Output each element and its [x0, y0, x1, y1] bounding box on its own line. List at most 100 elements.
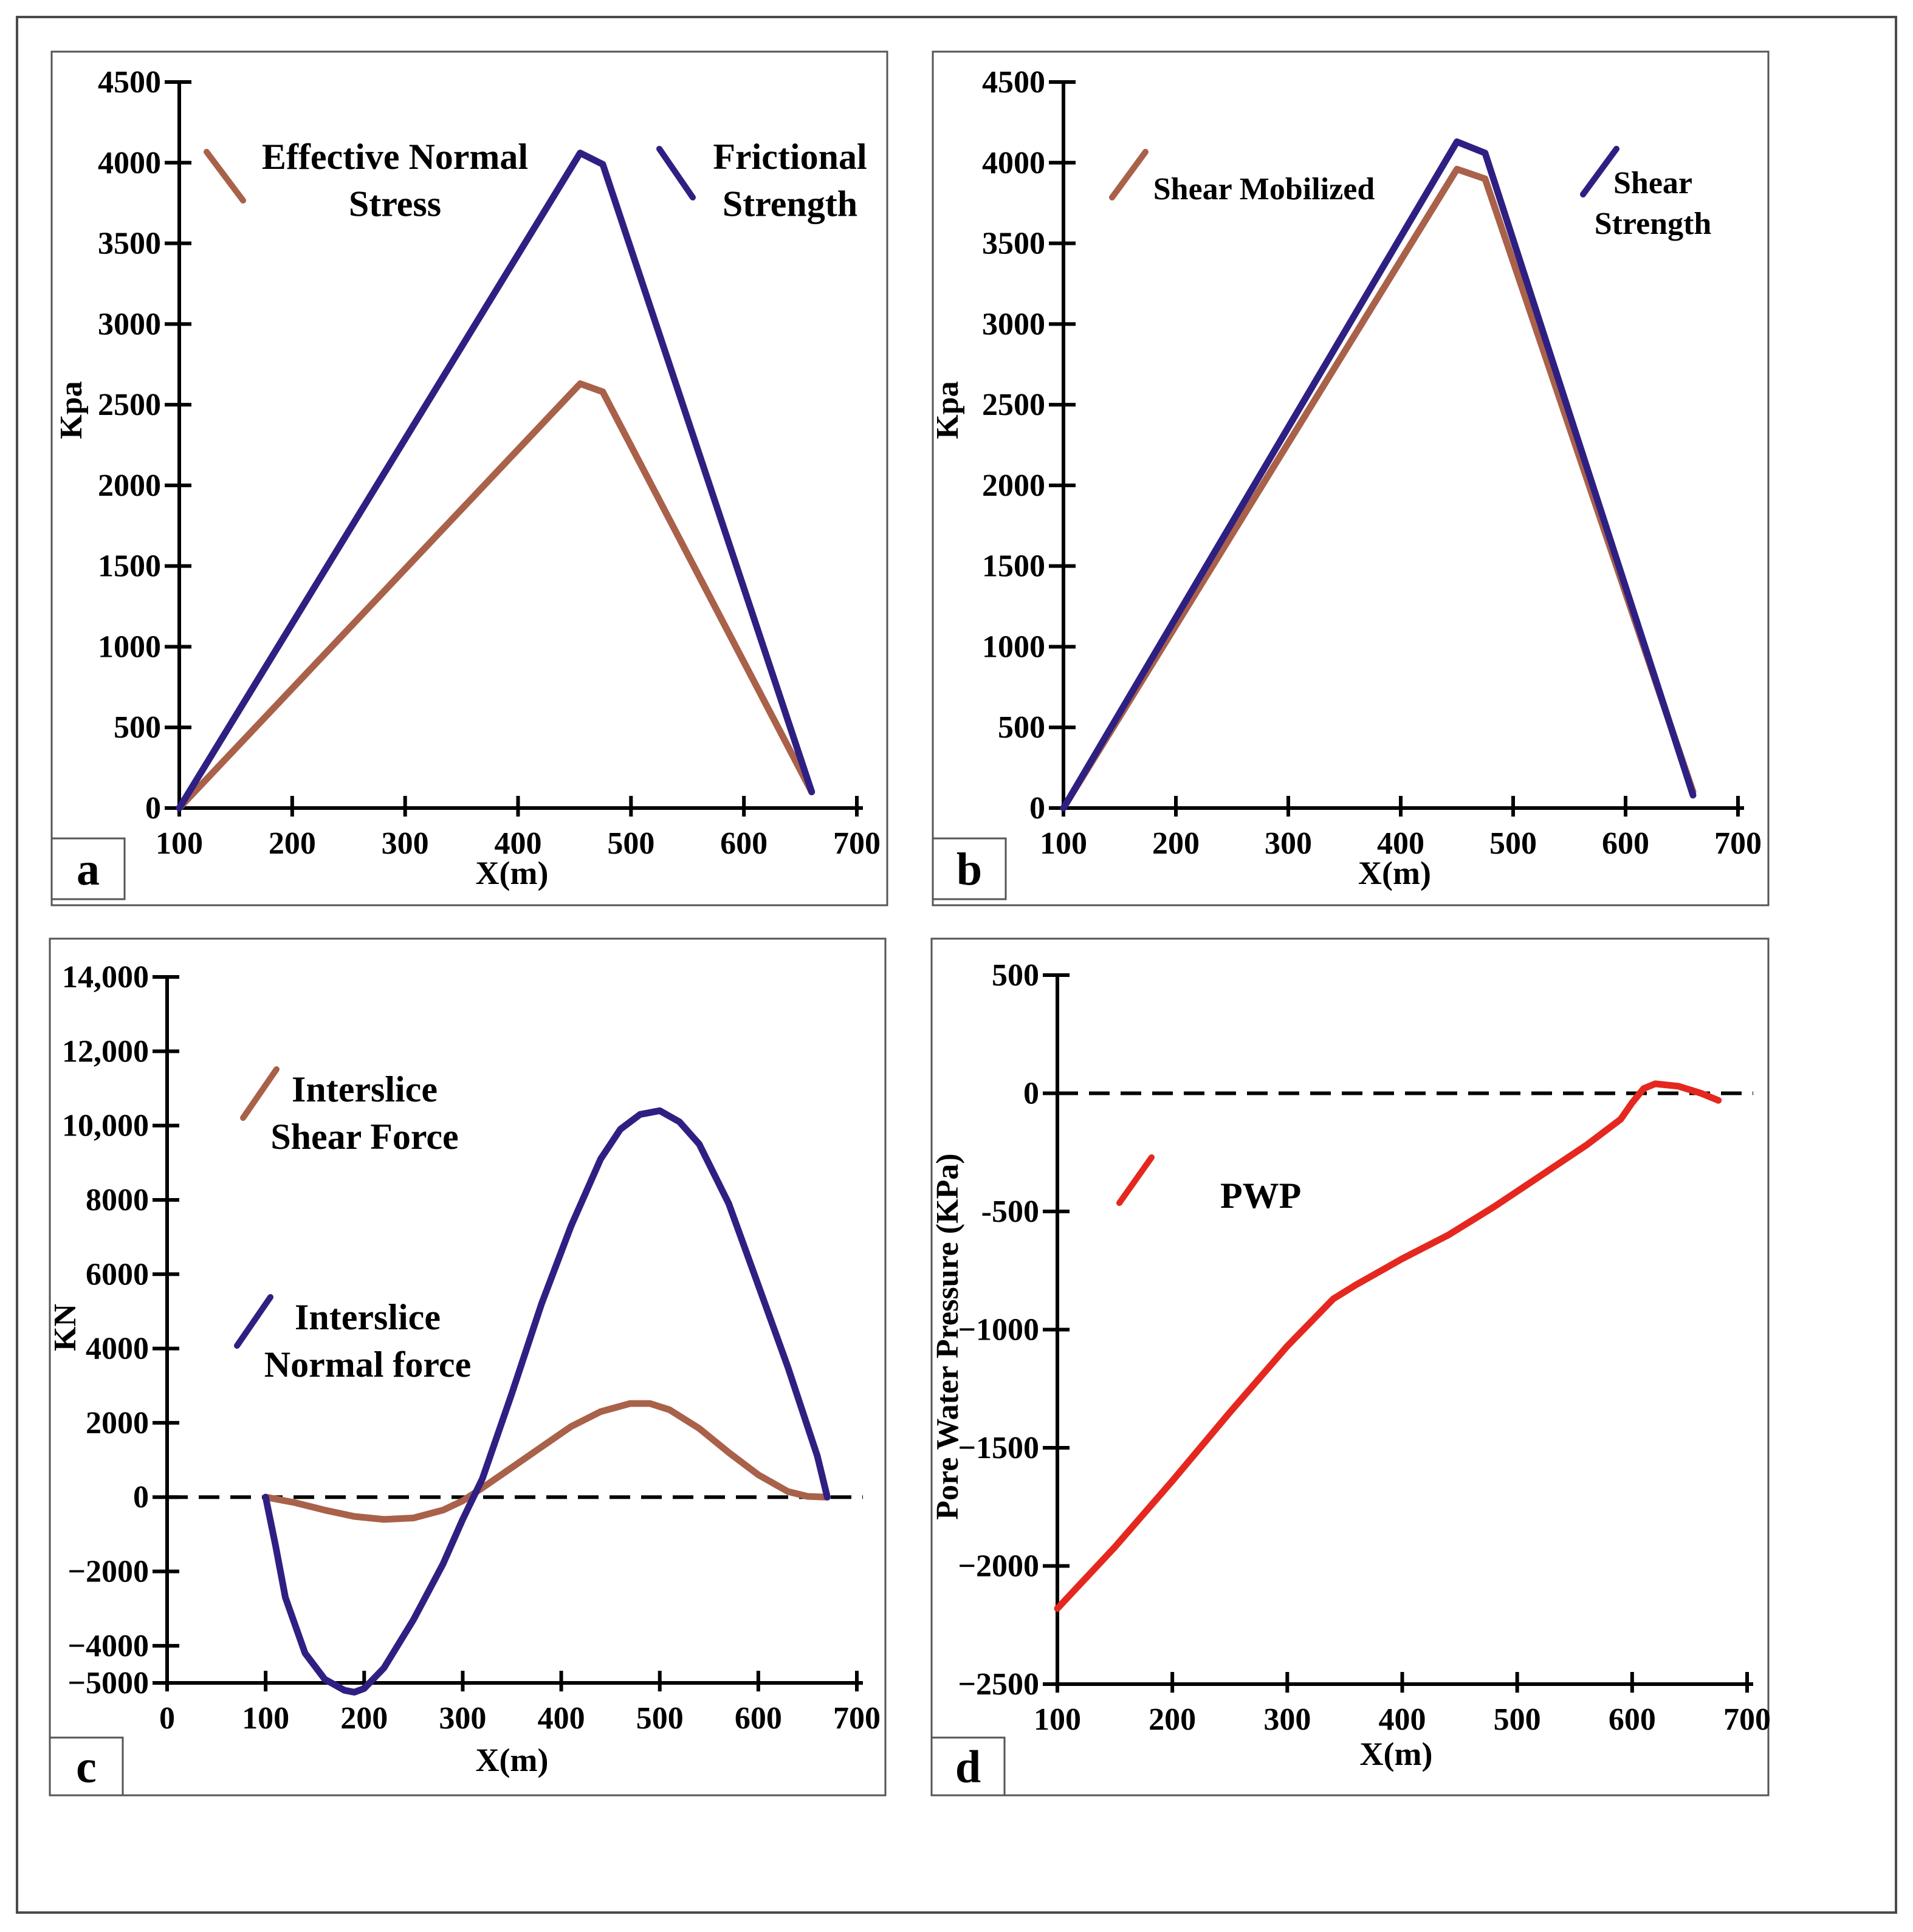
x-tick-label: 100 — [1034, 1702, 1081, 1737]
y-tick-label: 2000 — [98, 468, 161, 503]
y-tick-label: 500 — [992, 958, 1039, 993]
y-tick-label: 8000 — [86, 1183, 149, 1218]
y-tick-label: 0 — [1023, 1077, 1039, 1111]
x-tick-label: 100 — [156, 826, 203, 861]
x-tick-label: 300 — [1265, 826, 1312, 861]
series-line-1 — [1060, 138, 1697, 812]
x-tick-label: 400 — [538, 1701, 585, 1736]
x-tick-label: 0 — [159, 1701, 175, 1736]
panel-label-box — [932, 837, 1007, 900]
y-tick-label: 2500 — [982, 388, 1045, 422]
panel-d: 100 200 300 400 500 600 700 −2500 −2000 −1500 −100… — [930, 937, 1771, 1797]
legend-swatch-0 — [1116, 1154, 1155, 1206]
y-tick-label: 500 — [998, 710, 1045, 745]
panel-frame — [932, 50, 1770, 906]
x-tick-label: 700 — [833, 826, 881, 861]
panel-label-box — [50, 837, 126, 900]
y-tick-label: 1000 — [98, 629, 161, 664]
x-tick-label: 600 — [720, 826, 768, 861]
y-tick-label: 3000 — [982, 307, 1045, 341]
y-tick-label: 0 — [133, 1480, 149, 1515]
legend-label: Effective Normal — [262, 137, 528, 177]
series-line-1 — [176, 149, 816, 812]
x-tick-label: 400 — [1377, 826, 1424, 861]
panel-label-box — [930, 1736, 1006, 1797]
legend-swatch-0 — [240, 1066, 280, 1121]
x-tick-label: 300 — [439, 1701, 486, 1736]
panel-frame — [930, 937, 1770, 1797]
y-tick-label: −4000 — [67, 1629, 149, 1663]
legend-label: Strength — [723, 184, 857, 224]
legend-swatch-0 — [204, 149, 246, 204]
x-axis-title: X(m) — [1360, 1736, 1433, 1772]
x-tick-label: 400 — [1379, 1702, 1426, 1737]
x-tick-label: 100 — [1040, 826, 1087, 861]
x-axis-title: X(m) — [1358, 855, 1431, 891]
y-tick-label: 4000 — [98, 146, 161, 180]
panel-frame — [50, 50, 888, 906]
legend-label: Shear Force — [270, 1117, 458, 1157]
x-tick-label: 600 — [1609, 1702, 1656, 1737]
y-tick-label: 4500 — [982, 65, 1045, 100]
x-tick-label: 300 — [1263, 1702, 1311, 1737]
legend-label: Stress — [349, 184, 441, 224]
legend-label: Shear Mobilized — [1153, 172, 1375, 207]
x-tick-label: 500 — [1489, 826, 1537, 861]
y-axis-title: Kpa — [930, 381, 965, 439]
y-tick-label: 14,000 — [62, 960, 149, 995]
panel-label: d — [955, 1742, 981, 1793]
y-tick-label: 4500 — [98, 65, 161, 100]
y-axis-title: Kpa — [54, 381, 89, 439]
legend-swatch-0 — [1109, 149, 1149, 200]
y-tick-label: 500 — [114, 710, 161, 745]
y-tick-label: 12,000 — [62, 1034, 149, 1069]
y-tick-label: 3000 — [98, 307, 161, 341]
legend-swatch-1 — [234, 1294, 273, 1349]
x-tick-label: 500 — [636, 1701, 684, 1736]
x-tick-label: 200 — [1149, 1702, 1196, 1737]
legend-label: Interslice — [292, 1069, 438, 1109]
x-tick-label: 600 — [1602, 826, 1649, 861]
series-line-0 — [262, 1400, 831, 1523]
x-tick-label: 100 — [242, 1701, 289, 1736]
x-tick-label: 700 — [1714, 826, 1762, 861]
x-tick-label: 300 — [382, 826, 429, 861]
x-tick-label: 500 — [607, 826, 654, 861]
panel-a: 100 200 300 400 500 600 700 0 500 1000 1500 2000 250… — [50, 50, 888, 906]
series-line-0 — [176, 380, 816, 812]
legend-label: Strength — [1595, 207, 1712, 241]
y-tick-label: 6000 — [86, 1257, 149, 1292]
y-tick-label: 0 — [1029, 791, 1045, 826]
x-tick-label: 200 — [340, 1701, 388, 1736]
panel-label-box — [49, 1736, 124, 1797]
x-tick-label: 700 — [1723, 1702, 1771, 1737]
legend-label: Shear — [1613, 166, 1692, 200]
panel-label: c — [76, 1742, 97, 1793]
series-line-0 — [1060, 165, 1697, 812]
panel-frame — [49, 937, 887, 1797]
legend-label: PWP — [1220, 1176, 1301, 1216]
legend-label: Interslice — [295, 1297, 441, 1337]
y-tick-label: 1500 — [982, 549, 1045, 584]
y-tick-label: −2000 — [958, 1549, 1039, 1584]
x-tick-label: 700 — [833, 1701, 881, 1736]
legend-label: Normal force — [264, 1345, 471, 1385]
y-tick-label: −2500 — [958, 1667, 1039, 1702]
series-line-0 — [1054, 1080, 1722, 1612]
x-axis-title: X(m) — [476, 1742, 549, 1778]
x-tick-label: 600 — [735, 1701, 782, 1736]
y-tick-label: 2000 — [982, 468, 1045, 503]
panel-c: 0 100 200 300 400 500 600 700 −5000−4000 −2000 0 20… — [48, 937, 887, 1797]
legend-swatch-1 — [1580, 146, 1619, 197]
panel-label: a — [77, 844, 100, 895]
legend-swatch-1 — [656, 146, 696, 200]
panel-b: 100 200 300 400 500 600 700 0 500 1000 1500 2000 250… — [930, 50, 1770, 906]
panel-label: b — [956, 844, 982, 895]
legend-label: Frictional — [713, 137, 867, 177]
x-tick-label: 500 — [1494, 1702, 1541, 1737]
y-tick-label: 10,000 — [62, 1109, 149, 1143]
y-tick-label: −1000 — [958, 1313, 1039, 1348]
x-tick-label: 200 — [269, 826, 316, 861]
y-tick-label: 4000 — [86, 1332, 149, 1366]
